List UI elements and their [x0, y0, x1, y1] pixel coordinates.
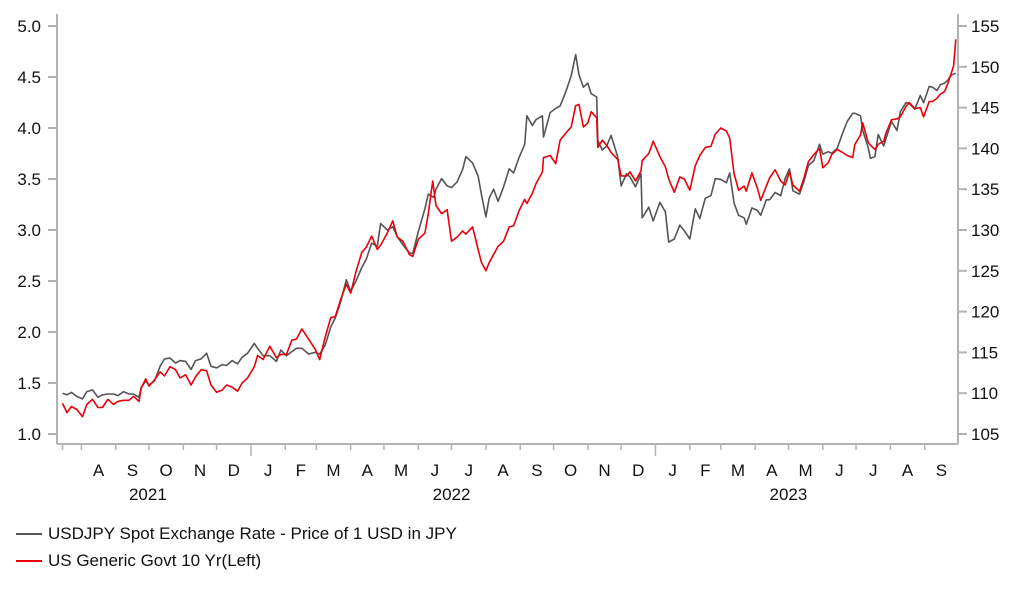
legend-item-usdjpy: USDJPY Spot Exchange Rate - Price of 1 U…: [16, 520, 457, 547]
month-tick-label: F: [700, 461, 710, 480]
month-tick-label: S: [936, 461, 947, 480]
month-tick-label: A: [497, 461, 509, 480]
left-tick-label: 2.0: [17, 323, 41, 342]
year-label: 2023: [770, 485, 808, 504]
month-tick-label: M: [731, 461, 745, 480]
left-tick-label: 1.0: [17, 425, 41, 444]
right-tick-label: 105: [971, 425, 999, 444]
left-tick-label: 1.5: [17, 374, 41, 393]
month-tick-label: J: [869, 461, 878, 480]
month-tick-label: J: [668, 461, 677, 480]
right-tick-label: 125: [971, 262, 999, 281]
month-tick-label: D: [228, 461, 240, 480]
right-tick-label: 115: [971, 343, 998, 362]
legend-swatch-usdjpy: [16, 532, 42, 535]
month-tick-label: O: [564, 461, 577, 480]
month-tick-label: A: [93, 461, 105, 480]
month-tick-label: A: [766, 461, 778, 480]
month-tick-label: J: [835, 461, 844, 480]
month-tick-label: S: [127, 461, 138, 480]
left-tick-label: 3.0: [17, 221, 41, 240]
axes: [48, 14, 967, 456]
right-tick-label: 120: [971, 303, 999, 322]
right-tick-label: 150: [971, 58, 999, 77]
right-tick-label: 140: [971, 139, 999, 158]
month-tick-label: A: [362, 461, 374, 480]
axis-labels: 1.0 1.5 2.0 2.5 3.0 3.5 4.0 4.5 5.0 105 110 115 120 1…: [17, 17, 999, 504]
series-line-usdjpy: [62, 53, 957, 400]
left-tick-label: 5.0: [17, 17, 41, 36]
year-label: 2021: [129, 485, 167, 504]
legend-item-us10y: US Generic Govt 10 Yr(Left): [16, 547, 457, 574]
month-tick-label: D: [632, 461, 644, 480]
right-tick-label: 145: [971, 99, 999, 118]
month-tick-label: N: [598, 461, 610, 480]
month-tick-label: J: [431, 461, 440, 480]
month-tick-label: J: [264, 461, 273, 480]
legend-swatch-us10y: [16, 559, 42, 562]
month-tick-label: N: [194, 461, 206, 480]
month-tick-label: O: [160, 461, 173, 480]
month-tick-label: J: [464, 461, 473, 480]
left-tick-label: 4.0: [17, 119, 41, 138]
left-tick-label: 2.5: [17, 272, 41, 291]
month-tick-label: A: [902, 461, 914, 480]
right-tick-label: 135: [971, 180, 999, 199]
month-tick-label: S: [531, 461, 542, 480]
left-tick-label: 3.5: [17, 170, 41, 189]
right-tick-label: 110: [971, 384, 998, 403]
right-tick-label: 130: [971, 221, 999, 240]
series-line-us10y: [61, 39, 957, 418]
month-tick-label: M: [799, 461, 813, 480]
right-tick-label: 155: [971, 17, 999, 36]
year-label: 2022: [433, 485, 471, 504]
legend: USDJPY Spot Exchange Rate - Price of 1 U…: [16, 520, 457, 574]
left-tick-label: 4.5: [17, 68, 41, 87]
month-tick-label: M: [326, 461, 340, 480]
legend-label-usdjpy: USDJPY Spot Exchange Rate - Price of 1 U…: [48, 523, 457, 543]
series-layer: [61, 39, 957, 418]
legend-label-us10y: US Generic Govt 10 Yr(Left): [48, 550, 262, 570]
month-tick-label: M: [394, 461, 408, 480]
month-tick-label: F: [296, 461, 306, 480]
